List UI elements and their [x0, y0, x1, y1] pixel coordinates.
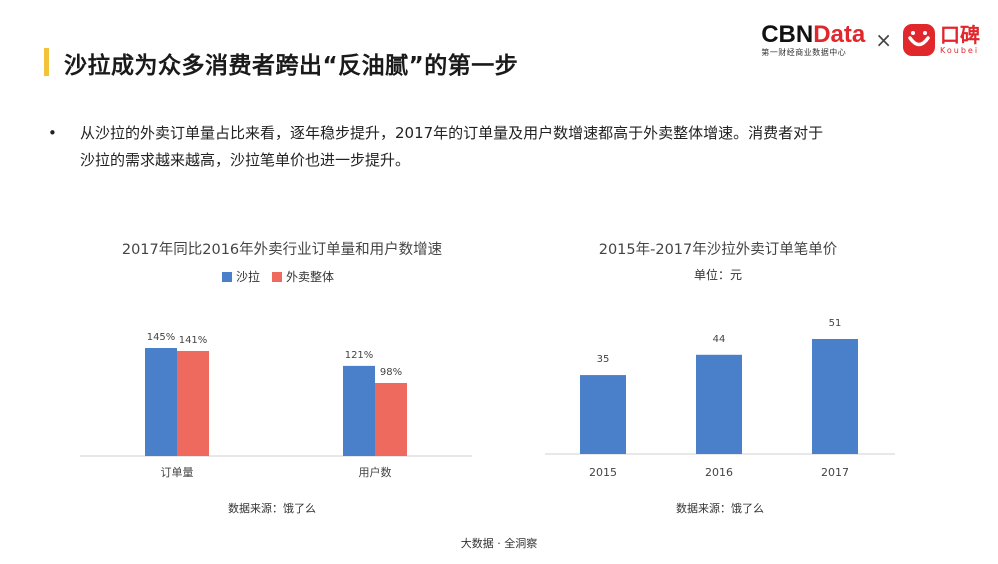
- cbndata-logo: CBNData 第一财经商业数据中心: [761, 23, 865, 57]
- chart1-bar-overall-1: [375, 383, 407, 456]
- chart2-title: 2015年-2017年沙拉外卖订单笔单价: [598, 242, 838, 258]
- koubei-smile-icon: [903, 24, 935, 56]
- chart2-source: 数据来源：饿了么: [676, 502, 764, 515]
- chart2-bar-2017: [812, 339, 858, 454]
- koubei-cn-text: 口碑: [940, 23, 980, 47]
- chart1-data-label-salad-0: 145%: [147, 332, 176, 343]
- chart1-data-label-salad-1: 121%: [345, 350, 374, 361]
- bullet-line-1: 从沙拉的外卖订单量占比来看，逐年稳步提升，2017年的订单量及用户数增速都高于外…: [80, 124, 824, 142]
- chart1-legend: 沙拉 外卖整体: [222, 268, 334, 285]
- times-sign: ×: [875, 28, 892, 52]
- cbndata-subtitle: 第一财经商业数据中心: [761, 48, 847, 57]
- chart2-unit: 单位：元: [693, 268, 742, 282]
- chart1-data-label-overall-0: 141%: [179, 335, 208, 346]
- page-title: 沙拉成为众多消费者跨出“反油腻”的第一步: [64, 53, 519, 79]
- bullet-paragraph: • 从沙拉的外卖订单量占比来看，逐年稳步提升，2017年的订单量及用户数增速都高…: [40, 120, 920, 174]
- chart2-bar-2015: [580, 375, 626, 454]
- koubei-en-text: Koubei: [940, 46, 980, 55]
- chart1-bar-overall-0: [177, 350, 209, 456]
- legend-label-overall: 外卖整体: [286, 270, 335, 284]
- chart2-tick-label-2016: 2016: [705, 466, 733, 479]
- bullet-line-2: 沙拉的需求越来越高，沙拉笔单价也进一步提升。: [80, 151, 411, 169]
- chart1-bar-salad-0: [145, 348, 177, 456]
- legend-swatch-overall: [272, 271, 283, 282]
- chart1-source: 数据来源：饿了么: [228, 502, 316, 515]
- chart1-tick-label-0: 订单量: [161, 466, 194, 479]
- logo-area: CBNData 第一财经商业数据中心 × 口碑 Koubei: [761, 20, 980, 60]
- bullet-dot: •: [48, 124, 57, 142]
- legend-label-salad: 沙拉: [236, 270, 261, 284]
- chart1-tick-label-1: 用户数: [359, 465, 392, 479]
- chart2-data-label-2017: 51: [829, 318, 842, 329]
- legend-item-salad: 沙拉: [222, 268, 260, 285]
- chart2-bar-2016: [696, 354, 742, 454]
- chart2-data-label-2015: 35: [597, 354, 610, 365]
- chart2-tick-label-2015: 2015: [589, 466, 617, 479]
- chart1-data-label-overall-1: 98%: [380, 367, 402, 378]
- legend-swatch-salad: [222, 271, 232, 282]
- footer-tagline: 大数据 · 全洞察: [460, 537, 538, 550]
- chart1-bar-salad-1: [343, 365, 375, 456]
- legend-item-overall: 外卖整体: [272, 268, 334, 285]
- chart1-title: 2017年同比2016年外卖行业订单量和用户数增速: [121, 242, 443, 258]
- koubei-logo: 口碑 Koubei: [902, 23, 980, 57]
- cbn-logo-text: CBN: [761, 21, 814, 48]
- data-logo-text: Data: [813, 21, 866, 48]
- title-accent-bar: [44, 48, 49, 76]
- chart2-data-label-2016: 44: [713, 334, 726, 345]
- chart2-tick-label-2017: 2017: [821, 466, 849, 479]
